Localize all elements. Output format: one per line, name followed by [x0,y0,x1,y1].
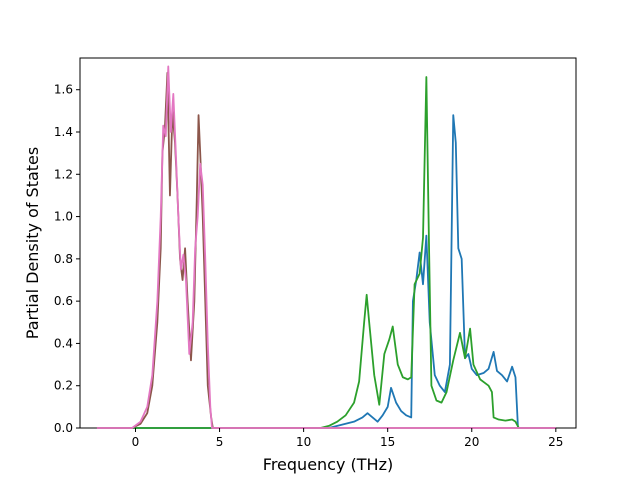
plot-frame [79,57,577,429]
plot-area: 0 5 10 15 20 25 0.0 0.2 0.4 0.6 0.8 1.0 1.2 1.4 1.6 [54,57,577,449]
series-line-2 [96,76,556,429]
y-tick-label: 0.6 [54,294,73,308]
x-tick-label: 0 [132,435,140,449]
series-line-4 [96,65,556,429]
x-axis-label: Frequency (THz) [263,455,393,474]
y-axis-label: Partial Density of States [23,147,42,339]
y-tick-label: 0.8 [54,252,73,266]
y-tick-label: 0.2 [54,379,73,393]
x-tick-label: 10 [296,435,311,449]
y-tick-label: 1.2 [54,167,73,181]
y-tick-label: 1.4 [54,125,73,139]
x-tick-label: 25 [548,435,563,449]
x-tick-label: 20 [464,435,479,449]
x-tick-label: 15 [380,435,395,449]
y-tick-label: 0.0 [54,421,73,435]
y-tick-label: 1.0 [54,210,73,224]
x-tick-label: 5 [216,435,224,449]
y-axis-ticks: 0.0 0.2 0.4 0.6 0.8 1.0 1.2 1.4 1.6 [54,83,80,435]
series-layer [96,65,556,429]
x-axis-ticks: 0 5 10 15 20 25 [132,428,563,449]
y-tick-label: 0.4 [54,336,73,350]
series-line-1 [96,114,556,429]
y-tick-label: 1.6 [54,83,73,97]
